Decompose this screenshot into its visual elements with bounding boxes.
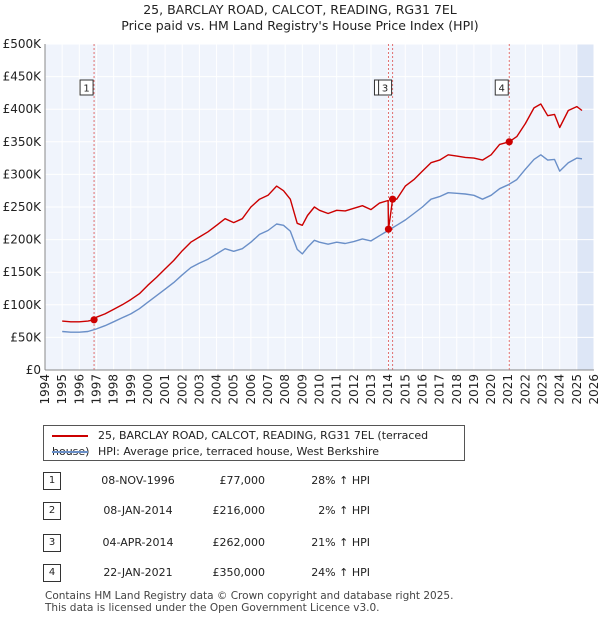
x-tick-label: 2004: [210, 374, 224, 405]
x-tick-label: 1996: [72, 374, 86, 405]
row-price: £262,000: [212, 536, 266, 549]
x-tick-label: 1998: [107, 374, 121, 405]
transaction-badge-label: 3: [382, 84, 388, 95]
x-tick-label: 1995: [55, 374, 69, 405]
x-tick-label: 2001: [158, 374, 172, 405]
y-tick-label: £450K: [3, 70, 43, 84]
row-price: £77,000: [219, 474, 266, 487]
legend-swatch-hpi: [52, 451, 88, 453]
x-tick-label: 1997: [89, 374, 103, 405]
title-line-2: Price paid vs. HM Land Registry's House …: [121, 18, 479, 33]
legend-item-hpi: HPI: Average price, terraced house, West…: [52, 444, 379, 460]
x-tick-label: 2023: [536, 374, 550, 405]
row-date: 08-NOV-1996: [101, 474, 175, 487]
x-tick-label: 2002: [175, 374, 189, 405]
transaction-badge: 1: [79, 79, 94, 96]
footer-line-1: Contains HM Land Registry data © Crown c…: [45, 590, 454, 602]
y-tick-label: £100K: [3, 298, 43, 312]
y-tick-label: £200K: [3, 233, 43, 247]
table-row: 1 08-NOV-1996 £77,000 28% ↑ HPI: [43, 472, 463, 490]
row-hpi-diff: 21% ↑ HPI: [311, 536, 370, 549]
y-tick-label: £400K: [3, 102, 43, 116]
x-tick-label: 2005: [227, 374, 241, 405]
y-tick-label: £300K: [3, 167, 43, 181]
x-tick-label: 2011: [330, 374, 344, 405]
transaction-badge-label: 1: [83, 84, 89, 95]
y-tick-label: £0: [26, 363, 41, 377]
x-tick-label: 2020: [484, 374, 498, 405]
x-tick-label: 2010: [313, 374, 327, 405]
x-tick-label: 2026: [587, 374, 600, 405]
chart-title: 25, BARCLAY ROAD, CALCOT, READING, RG31 …: [0, 2, 600, 34]
chart: £0 £50K £100K £150K £200K £250K £300K £350K £400…: [3, 37, 600, 405]
y-tick-label: £500K: [3, 37, 43, 51]
row-hpi-diff: 28% ↑ HPI: [311, 474, 370, 487]
table-row: 3 04-APR-2014 £262,000 21% ↑ HPI: [43, 534, 463, 552]
x-tick-label: 2012: [347, 374, 361, 405]
row-number-badge: 3: [43, 534, 61, 552]
x-tick-label: 2006: [244, 374, 258, 405]
x-tick-label: 2015: [398, 374, 412, 405]
legend: 25, BARCLAY ROAD, CALCOT, READING, RG31 …: [43, 425, 465, 461]
transaction-badge-label: 4: [499, 84, 505, 95]
x-tick-label: 2013: [364, 374, 378, 405]
transaction-badge: 3: [378, 79, 393, 96]
row-number-badge: 2: [43, 502, 61, 520]
row-hpi-diff: 24% ↑ HPI: [311, 566, 370, 579]
row-price: £350,000: [212, 566, 266, 579]
table-row: 4 22-JAN-2021 £350,000 24% ↑ HPI: [43, 564, 463, 582]
x-tick-label: 2022: [518, 374, 532, 405]
x-tick-label: 2016: [415, 374, 429, 405]
x-tick-label: 2024: [553, 374, 567, 405]
row-date: 08-JAN-2014: [103, 504, 173, 517]
table-row: 2 08-JAN-2014 £216,000 2% ↑ HPI: [43, 502, 463, 520]
row-number-badge: 1: [43, 472, 61, 490]
x-tick-label: 2009: [295, 374, 309, 405]
transaction-point: [505, 138, 513, 146]
row-price: £216,000: [212, 504, 266, 517]
price-series-line: [62, 103, 583, 323]
y-tick-label: £50K: [10, 330, 42, 344]
y-tick-label: £350K: [3, 135, 43, 149]
transaction-point: [384, 225, 393, 233]
x-tick-label: 2003: [192, 374, 206, 405]
legend-label-hpi: HPI: Average price, terraced house, West…: [98, 445, 380, 458]
x-tick-label: 2019: [467, 374, 481, 405]
y-tick-label: £250K: [3, 200, 43, 214]
x-tick-label: 1999: [124, 374, 138, 405]
legend-swatch-price: [52, 435, 88, 437]
transaction-point: [90, 316, 98, 324]
legend-item-price: 25, BARCLAY ROAD, CALCOT, READING, RG31 …: [52, 428, 464, 458]
x-tick-label: 2014: [381, 374, 395, 405]
row-date: 04-APR-2014: [102, 536, 174, 549]
transaction-point: [388, 195, 397, 203]
x-tick-label: 2025: [570, 374, 584, 405]
transaction-badge-box: [79, 79, 94, 96]
x-tick-label: 2000: [141, 374, 155, 405]
transaction-badge: 4: [494, 79, 509, 96]
transaction-badge-box: [494, 79, 509, 96]
row-number-badge: 4: [43, 564, 61, 582]
x-tick-label: 2017: [433, 374, 447, 405]
row-date: 22-JAN-2021: [103, 566, 173, 579]
x-tick-label: 2007: [261, 374, 275, 405]
footer: Contains HM Land Registry data © Crown c…: [45, 590, 585, 614]
x-tick-label: 2021: [501, 374, 515, 405]
x-tick-label: 2008: [278, 374, 292, 405]
x-tick-label: 2018: [450, 374, 464, 405]
transaction-badge-box: [378, 79, 393, 96]
x-tick-label: 1994: [38, 374, 52, 405]
row-hpi-diff: 2% ↑ HPI: [318, 504, 370, 517]
footer-line-2: This data is licensed under the Open Gov…: [45, 602, 380, 614]
hpi-series-line: [62, 154, 583, 333]
y-tick-label: £150K: [3, 265, 43, 279]
title-line-1: 25, BARCLAY ROAD, CALCOT, READING, RG31 …: [143, 2, 457, 17]
